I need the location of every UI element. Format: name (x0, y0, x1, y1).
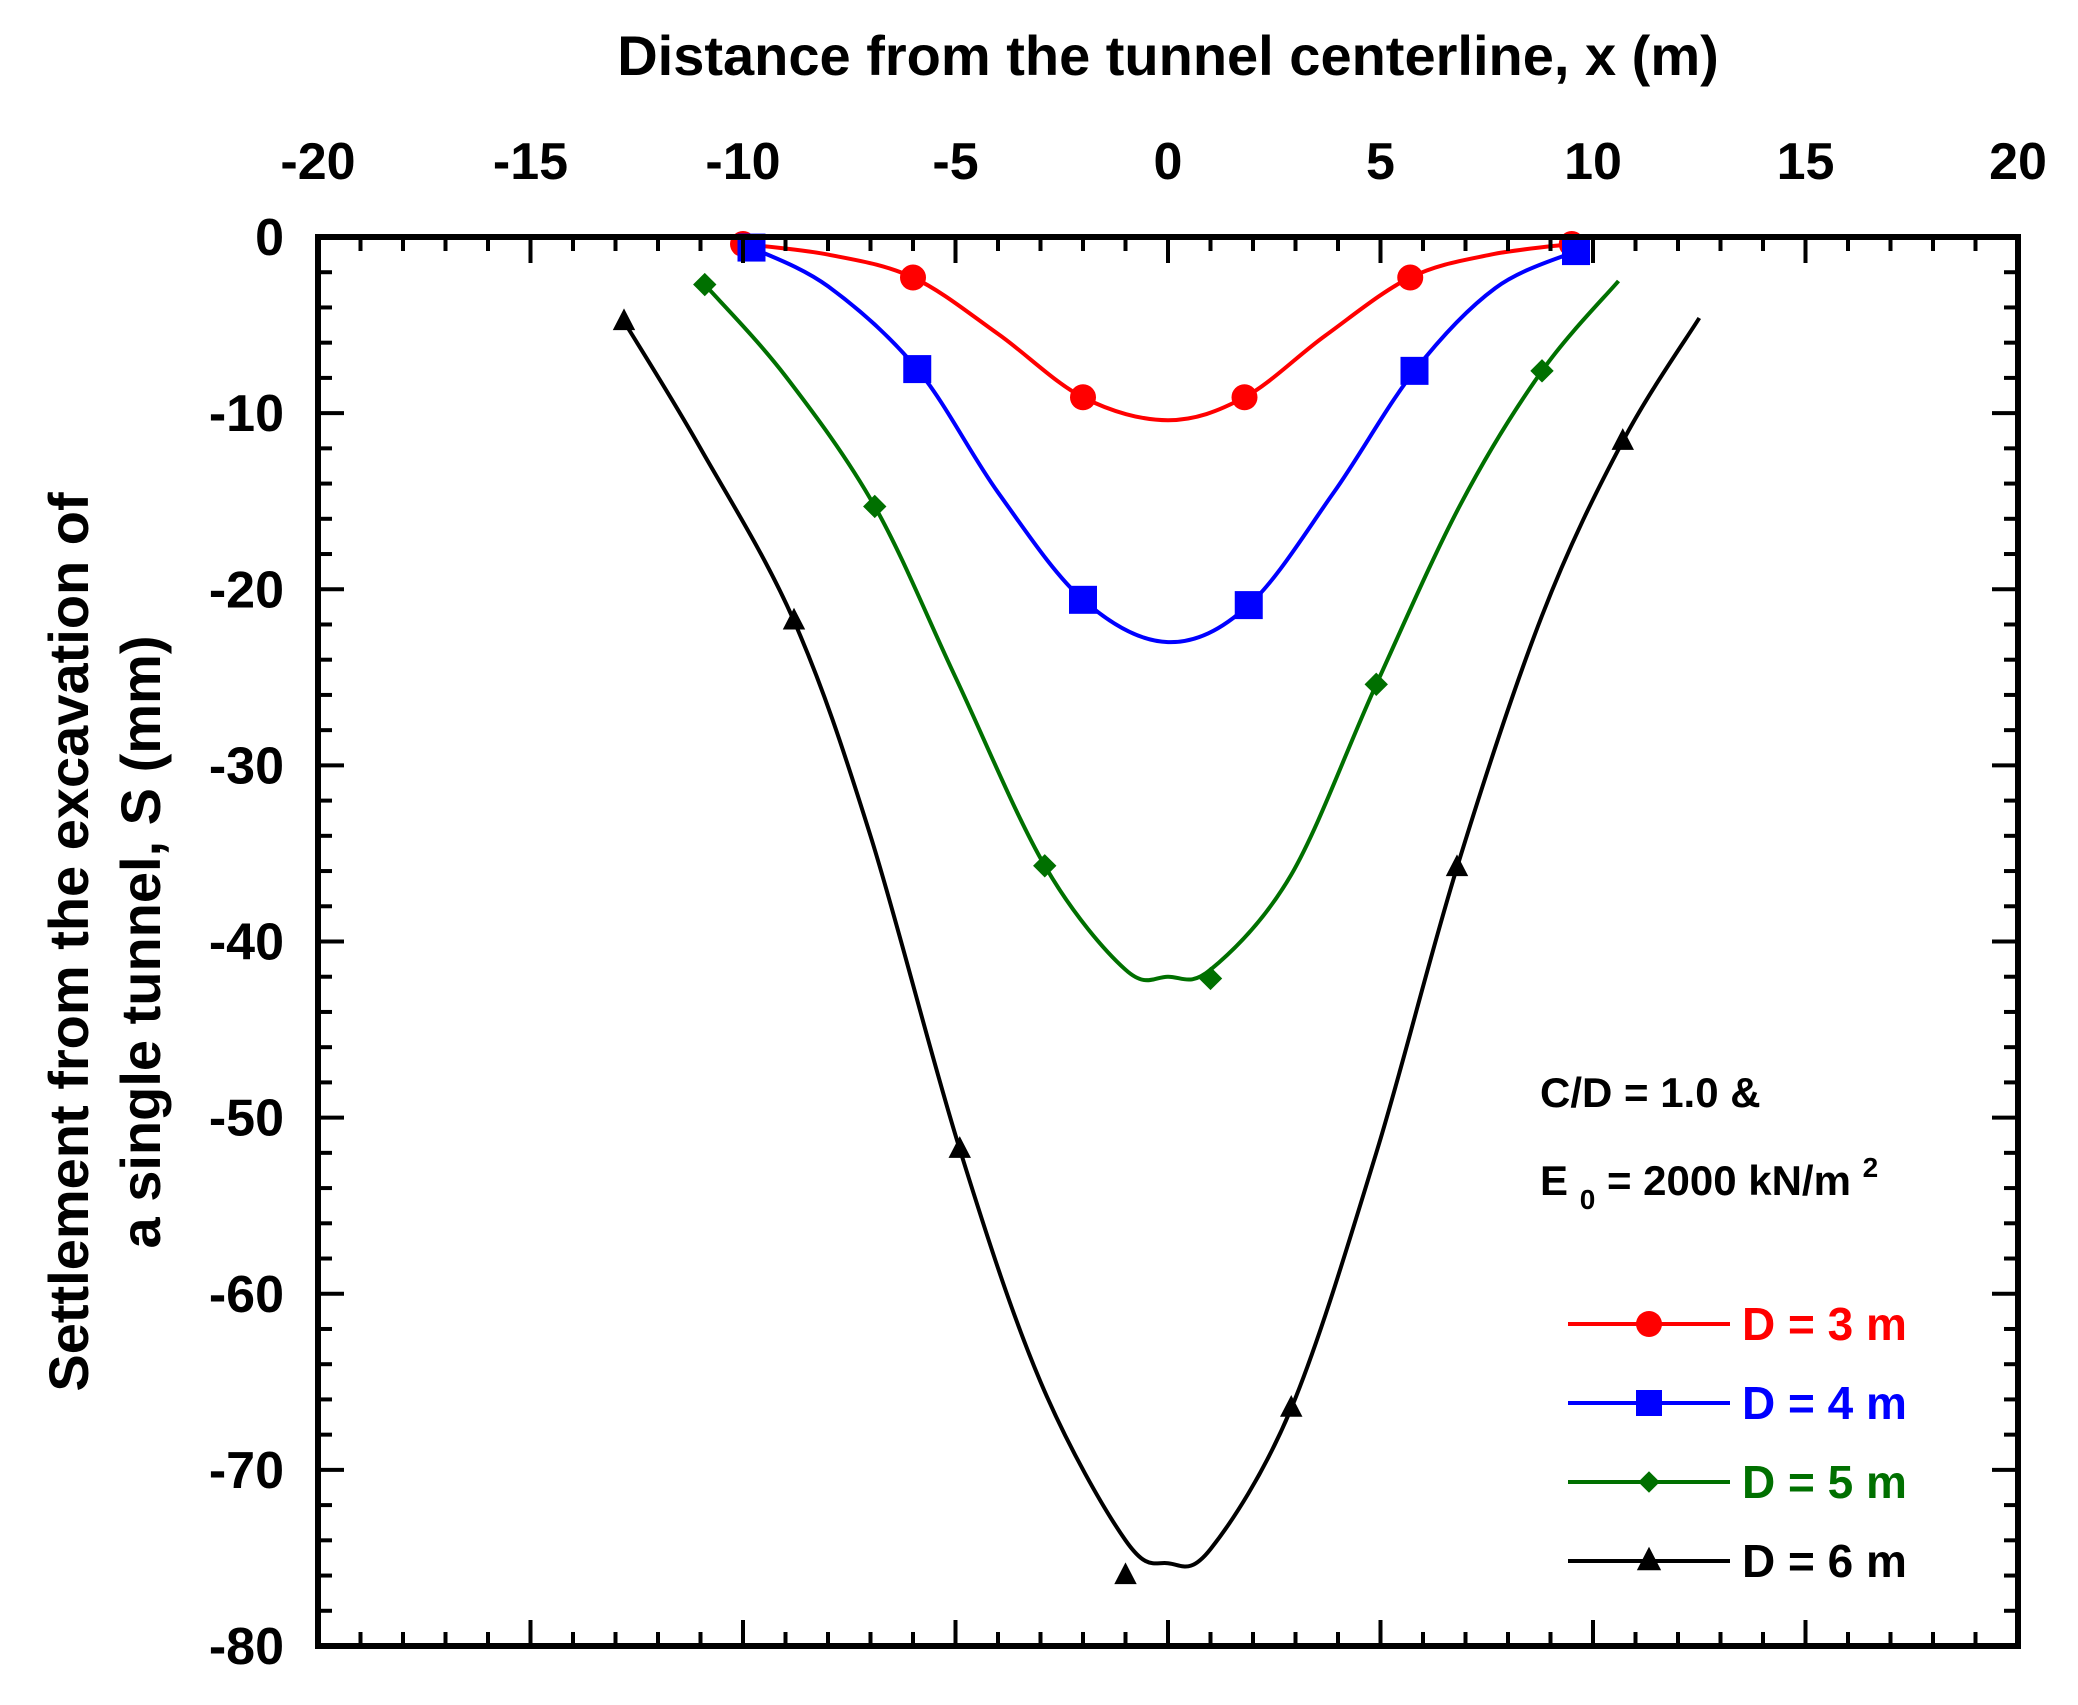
y-axis-title-line-1: Settlement from the excavation of (37, 492, 100, 1392)
x-tick-labels: -20 -15 -10 -5 0 5 10 15 20 (280, 133, 2047, 191)
data-point-d-5-m-6 (1530, 359, 1554, 383)
data-point-d-4-m-6 (1562, 237, 1590, 266)
annotation-unit-superscript: 2 (1863, 1152, 1879, 1183)
y-tick-label: -30 (209, 737, 284, 795)
data-point-d-6-m-3 (948, 1136, 971, 1158)
annotation-e-value: = 2000 kN/m (1607, 1157, 1851, 1204)
markers-layer (612, 231, 1634, 1585)
y-tick-label: 0 (255, 209, 284, 267)
data-point-d-5-m-3 (1033, 854, 1057, 878)
annotation-line-2: E 0 = 2000 kN/m 2 (1540, 1152, 1878, 1218)
data-point-d-3-m-5 (1397, 264, 1424, 291)
legend-marker-d-6-m (1636, 1546, 1662, 1571)
data-point-d-6-m-5 (1280, 1395, 1303, 1417)
data-point-d-6-m-6 (1445, 854, 1469, 877)
y-tick-label: -70 (209, 1442, 284, 1500)
series-line-d-3-m (742, 242, 1573, 423)
data-point-d-3-m-4 (1231, 384, 1258, 411)
x-tick-label: -15 (493, 133, 568, 191)
data-point-d-3-m-2 (900, 264, 926, 291)
x-tick-label: -10 (705, 133, 780, 191)
x-tick-label: 10 (1564, 133, 1622, 191)
data-point-d-5-m-5 (1364, 672, 1388, 697)
x-tick-label: 5 (1366, 133, 1395, 191)
data-point-d-4-m-4 (1234, 591, 1263, 620)
x-axis-title: Distance from the tunnel centerline, x (… (617, 24, 1719, 87)
data-point-d-4-m-2 (903, 355, 932, 384)
y-tick-label: -40 (209, 914, 284, 972)
legend-label-d-4-m: D = 4 m (1742, 1377, 1907, 1429)
y-axis-title-line-2: a single tunnel, S (mm) (109, 636, 172, 1249)
plot-area-frame (315, 234, 2021, 1649)
y-tick-labels: 0 -10 -20 -30 -40 -50 -60 -70 -80 (209, 209, 284, 1676)
x-tick-label: 20 (1989, 133, 2047, 191)
x-tick-label: 15 (1777, 133, 1835, 191)
x-tick-label: -20 (280, 133, 355, 191)
data-point-d-5-m-1 (693, 272, 717, 297)
data-point-d-6-m-2 (782, 607, 806, 630)
legend-marker-d-4-m (1636, 1390, 1662, 1416)
data-point-d-4-m-5 (1400, 356, 1429, 385)
legend-label-d-3-m: D = 3 m (1742, 1298, 1907, 1350)
data-point-d-4-m-3 (1069, 585, 1097, 614)
data-point-d-5-m-4 (1198, 966, 1223, 991)
annotation-e-symbol: E (1540, 1157, 1568, 1204)
x-tick-label: -5 (932, 133, 978, 191)
data-point-d-6-m-7 (1611, 428, 1634, 450)
annotation-e-subscript: 0 (1580, 1184, 1596, 1215)
data-point-d-3-m-3 (1070, 384, 1096, 411)
y-tick-label: -10 (209, 385, 284, 443)
data-point-d-6-m-4 (1114, 1562, 1137, 1585)
legend-label-d-5-m: D = 5 m (1742, 1456, 1907, 1508)
legend-marker-d-5-m (1638, 1471, 1660, 1493)
y-tick-label: -20 (209, 561, 284, 619)
series-line-d-6-m (622, 316, 1701, 1569)
legend-marker-d-3-m (1636, 1311, 1662, 1337)
data-point-d-6-m-1 (612, 308, 636, 331)
y-tick-label: -80 (209, 1618, 284, 1676)
legend-label-d-6-m: D = 6 m (1742, 1535, 1907, 1587)
series-line-d-4-m (750, 245, 1577, 645)
annotation-line-1: C/D = 1.0 & (1540, 1069, 1761, 1116)
annotation: C/D = 1.0 & E 0 = 2000 kN/m 2 (1540, 1069, 1878, 1218)
legend: D = 3 m D = 4 m D = 5 m D = 6 m (1568, 1298, 1907, 1587)
data-point-d-5-m-2 (863, 494, 887, 519)
x-tick-label: 0 (1154, 133, 1183, 191)
y-tick-label: -60 (209, 1266, 284, 1324)
y-tick-label: -50 (209, 1090, 284, 1148)
